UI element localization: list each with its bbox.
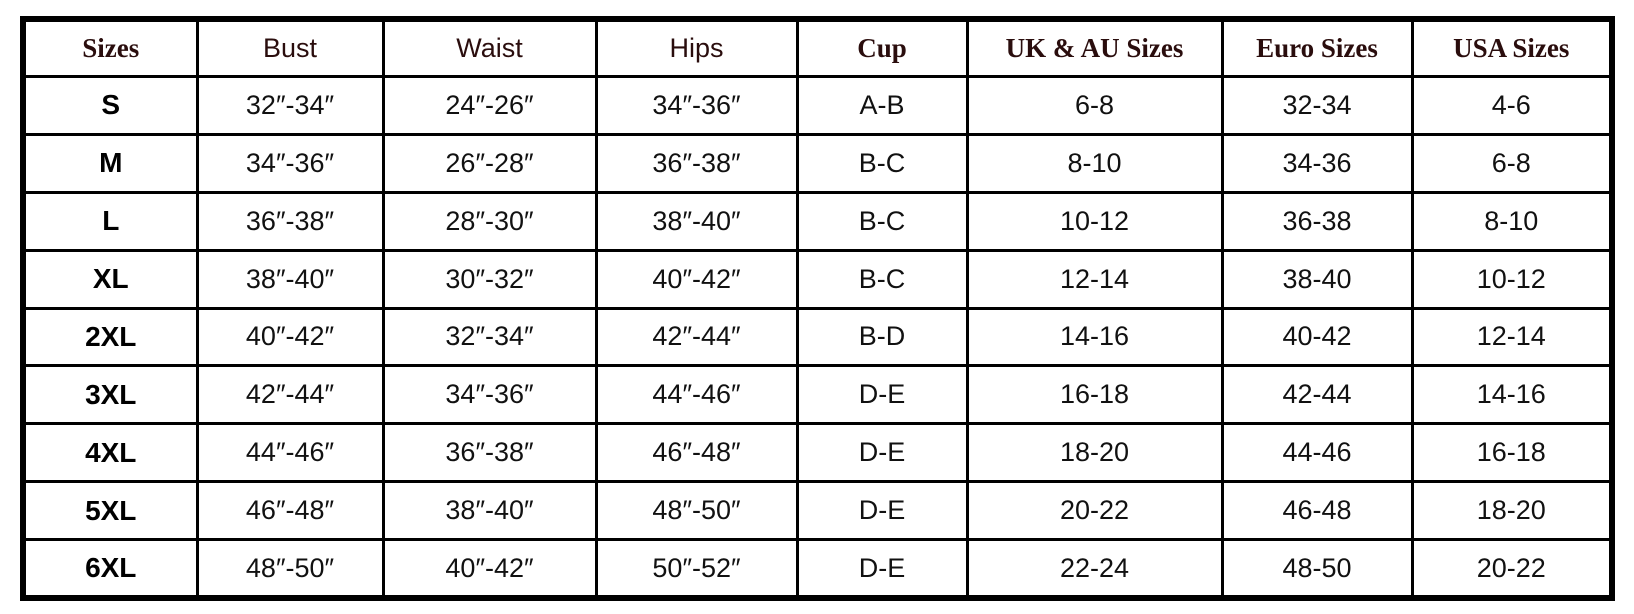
table-cell: B-D <box>795 306 969 368</box>
table-row: L 36″-38″ 28″-30″ 38″-40″ B-C 10-12 36-38 8-10 <box>26 190 1609 252</box>
column-header: UK & AU Sizes <box>965 22 1224 78</box>
table-cell: 12-14 <box>1410 306 1609 368</box>
table-cell: 18-20 <box>965 422 1224 484</box>
table-cell: 48″-50″ <box>594 480 799 541</box>
table-cell: 48-50 <box>1220 538 1414 595</box>
table-row: S 32″-34″ 24″-26″ 34″-36″ A-B 6-8 32-34 4-6 <box>26 76 1609 136</box>
column-header: Hips <box>594 22 799 78</box>
table-cell: 36″-38″ <box>594 132 799 194</box>
size-label: M <box>26 132 199 194</box>
table-cell: 16-18 <box>1410 422 1609 484</box>
table-row: M 34″-36″ 26″-28″ 36″-38″ B-C 8-10 34-36 6-8 <box>26 132 1609 194</box>
column-header: Waist <box>381 22 598 78</box>
table-cell: 20-22 <box>965 480 1224 541</box>
table-cell: 34″-36″ <box>594 76 799 136</box>
column-header: Cup <box>795 22 969 78</box>
table-cell: B-C <box>795 248 969 310</box>
table-row: 2XL 40″-42″ 32″-34″ 42″-44″ B-D 14-16 40-42 12-… <box>26 306 1609 368</box>
table-cell: D-E <box>795 364 969 426</box>
table-cell: D-E <box>795 538 969 595</box>
table-cell: 8-10 <box>965 132 1224 194</box>
table-cell: 30″-32″ <box>381 248 598 310</box>
table-row: XL 38″-40″ 30″-32″ 40″-42″ B-C 12-14 38-40 10-1… <box>26 248 1609 310</box>
table-cell: 44″-46″ <box>594 364 799 426</box>
table-cell: 40″-42″ <box>195 306 385 368</box>
table-cell: 36″-38″ <box>381 422 598 484</box>
size-table: Sizes Bust Waist Hips Cup UK & AU Sizes Euro S… <box>26 22 1609 595</box>
table-cell: 44″-46″ <box>195 422 385 484</box>
table-cell: 8-10 <box>1410 190 1609 252</box>
size-label: S <box>26 76 199 136</box>
table-cell: 22-24 <box>965 538 1224 595</box>
table-cell: 38″-40″ <box>195 248 385 310</box>
table-cell: 44-46 <box>1220 422 1414 484</box>
table-cell: 6-8 <box>965 76 1224 136</box>
size-label: XL <box>26 248 199 310</box>
table-cell: 40-42 <box>1220 306 1414 368</box>
size-label: 3XL <box>26 364 199 426</box>
table-cell: 18-20 <box>1410 480 1609 541</box>
table-cell: 16-18 <box>965 364 1224 426</box>
table-cell: 38-40 <box>1220 248 1414 310</box>
table-cell: 32-34 <box>1220 76 1414 136</box>
table-cell: A-B <box>795 76 969 136</box>
table-cell: 34″-36″ <box>381 364 598 426</box>
table-cell: 32″-34″ <box>381 306 598 368</box>
table-cell: 34-36 <box>1220 132 1414 194</box>
table-cell: 34″-36″ <box>195 132 385 194</box>
column-header: Bust <box>195 22 385 78</box>
table-cell: 32″-34″ <box>195 76 385 136</box>
table-cell: 46″-48″ <box>195 480 385 541</box>
table-cell: B-C <box>795 190 969 252</box>
table-row: 3XL 42″-44″ 34″-36″ 44″-46″ D-E 16-18 42-44 14-… <box>26 364 1609 426</box>
table-cell: 4-6 <box>1410 76 1609 136</box>
column-header: Sizes <box>26 22 199 78</box>
table-row: 6XL 48″-50″ 40″-42″ 50″-52″ D-E 22-24 48-50 20-… <box>26 538 1609 595</box>
table-cell: 36″-38″ <box>195 190 385 252</box>
size-label: 5XL <box>26 480 199 541</box>
table-cell: 14-16 <box>1410 364 1609 426</box>
column-header: USA Sizes <box>1410 22 1609 78</box>
table-cell: 6-8 <box>1410 132 1609 194</box>
table-cell: 24″-26″ <box>381 76 598 136</box>
size-label: 4XL <box>26 422 199 484</box>
table-row: 4XL 44″-46″ 36″-38″ 46″-48″ D-E 18-20 44-46 16-… <box>26 422 1609 484</box>
table-cell: B-C <box>795 132 969 194</box>
table-cell: 50″-52″ <box>594 538 799 595</box>
table-cell: 36-38 <box>1220 190 1414 252</box>
table-cell: 14-16 <box>965 306 1224 368</box>
table-cell: 10-12 <box>965 190 1224 252</box>
table-cell: 42″-44″ <box>195 364 385 426</box>
column-header: Euro Sizes <box>1220 22 1414 78</box>
size-label: 2XL <box>26 306 199 368</box>
table-cell: 26″-28″ <box>381 132 598 194</box>
table-cell: D-E <box>795 480 969 541</box>
table-cell: 46-48 <box>1220 480 1414 541</box>
table-cell: 10-12 <box>1410 248 1609 310</box>
table-row: 5XL 46″-48″ 38″-40″ 48″-50″ D-E 20-22 46-48 18-… <box>26 480 1609 541</box>
table-cell: 28″-30″ <box>381 190 598 252</box>
header-row: Sizes Bust Waist Hips Cup UK & AU Sizes Euro S… <box>26 22 1609 78</box>
table-cell: 48″-50″ <box>195 538 385 595</box>
table-cell: 40″-42″ <box>381 538 598 595</box>
table-cell: 42-44 <box>1220 364 1414 426</box>
table-cell: 38″-40″ <box>594 190 799 252</box>
table-cell: 46″-48″ <box>594 422 799 484</box>
table-cell: D-E <box>795 422 969 484</box>
table-cell: 20-22 <box>1410 538 1609 595</box>
size-label: 6XL <box>26 538 199 595</box>
table-cell: 42″-44″ <box>594 306 799 368</box>
table-cell: 12-14 <box>965 248 1224 310</box>
table-cell: 40″-42″ <box>594 248 799 310</box>
table-cell: 38″-40″ <box>381 480 598 541</box>
size-chart: Sizes Bust Waist Hips Cup UK & AU Sizes Euro S… <box>20 16 1615 601</box>
size-label: L <box>26 190 199 252</box>
